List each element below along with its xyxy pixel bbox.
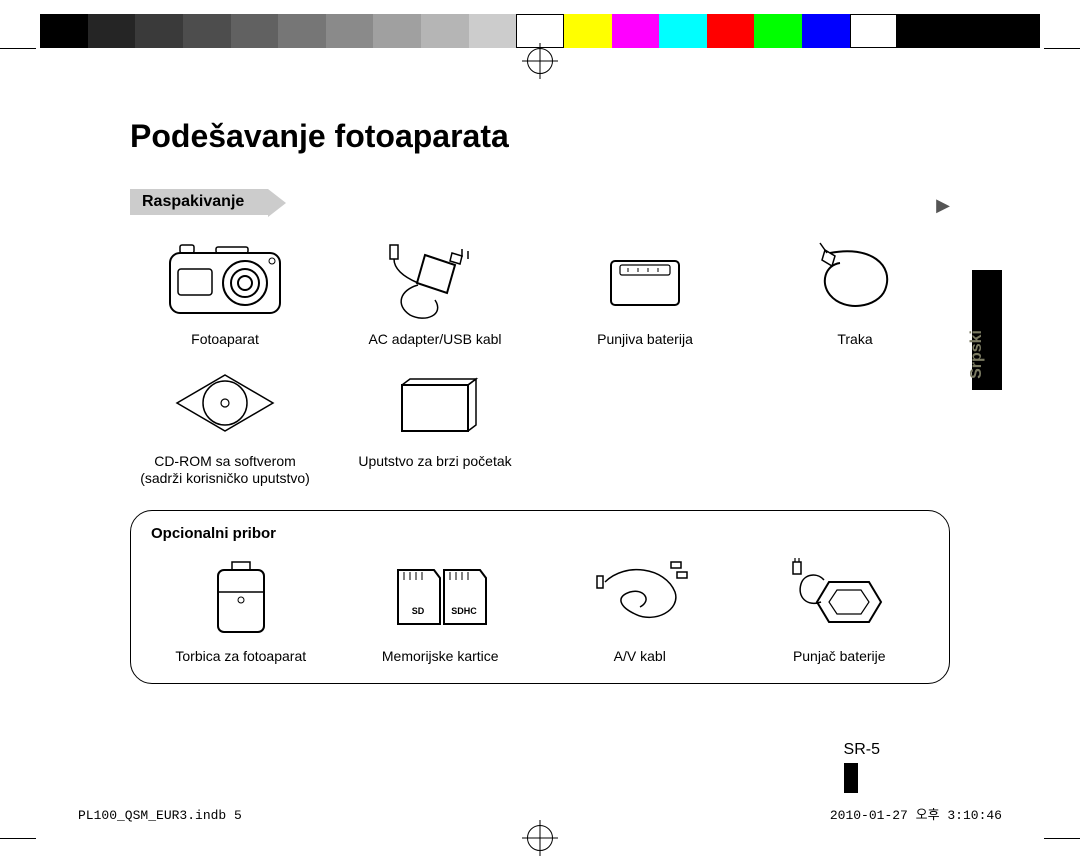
reg-mark xyxy=(0,838,36,839)
reg-mark xyxy=(1044,838,1080,839)
item-label: Traka xyxy=(760,331,950,349)
camera-icon xyxy=(160,235,290,325)
item-label: Fotoaparat xyxy=(130,331,320,349)
booklet-icon xyxy=(380,367,490,447)
item-label: AC adapter/USB kabl xyxy=(340,331,530,349)
reg-mark xyxy=(1044,48,1080,49)
page-content: Podešavanje fotoaparata Raspakivanje ▶ F… xyxy=(130,118,950,684)
item-battery: Punjiva baterija xyxy=(550,235,740,349)
strap-icon xyxy=(800,235,910,325)
reg-circle xyxy=(527,825,553,851)
item-guide: Uputstvo za brzi početak xyxy=(340,367,530,488)
page-number: SR-5 xyxy=(844,741,880,759)
language-label: Srpski xyxy=(968,330,986,379)
item-case: Torbica za fotoaparat xyxy=(151,552,331,666)
footer-timestamp: 2010-01-27 오후 3:10:46 xyxy=(830,804,1002,823)
reg-mark xyxy=(0,48,36,49)
item-label: Torbica za fotoaparat xyxy=(151,648,331,666)
item-label-main: CD-ROM sa softverom xyxy=(154,453,296,469)
item-cdrom: CD-ROM sa softverom (sadrži korisničko u… xyxy=(130,367,320,488)
sd-label: SD xyxy=(412,606,425,616)
charger-icon xyxy=(779,552,899,642)
case-icon xyxy=(196,552,286,642)
adapter-icon xyxy=(370,235,500,325)
optional-items-grid: Torbica za fotoaparat SD SDHC xyxy=(151,552,929,666)
optional-accessories-box: Opcionalni pribor Torbica za fotoaparat xyxy=(130,510,950,685)
item-camera: Fotoaparat xyxy=(130,235,320,349)
optional-title: Opcionalni pribor xyxy=(151,525,929,542)
item-label-sub: (sadrži korisničko uputstvo) xyxy=(130,470,320,488)
included-items-grid-2: CD-ROM sa softverom (sadrži korisničko u… xyxy=(130,367,950,488)
page-mark xyxy=(844,763,858,793)
memory-cards-icon: SD SDHC xyxy=(380,552,500,642)
item-av-cable: A/V kabl xyxy=(550,552,730,666)
item-adapter: AC adapter/USB kabl xyxy=(340,235,530,349)
footer-filename: PL100_QSM_EUR3.indb 5 xyxy=(78,808,242,823)
item-label: Uputstvo za brzi početak xyxy=(340,453,530,471)
page-title: Podešavanje fotoaparata xyxy=(130,118,950,155)
battery-icon xyxy=(590,235,700,325)
section-arrow-icon: ▶ xyxy=(936,195,950,216)
included-items-grid: Fotoaparat AC adapter/USB kabl xyxy=(130,235,950,349)
section-header-unpacking: Raspakivanje ▶ xyxy=(130,189,950,219)
item-charger: Punjač baterije xyxy=(750,552,930,666)
item-label: Punjiva baterija xyxy=(550,331,740,349)
item-label: Punjač baterije xyxy=(750,648,930,666)
section-ribbon: Raspakivanje xyxy=(130,189,268,215)
reg-circle xyxy=(527,48,553,74)
item-memory-cards: SD SDHC Memorijske kartice xyxy=(351,552,531,666)
av-cable-icon xyxy=(585,552,695,642)
item-label: A/V kabl xyxy=(550,648,730,666)
sdhc-label: SDHC xyxy=(451,606,477,616)
item-label: Memorijske kartice xyxy=(351,648,531,666)
item-strap: Traka xyxy=(760,235,950,349)
cdrom-icon xyxy=(165,367,285,447)
item-label: CD-ROM sa softverom (sadrži korisničko u… xyxy=(130,453,320,488)
